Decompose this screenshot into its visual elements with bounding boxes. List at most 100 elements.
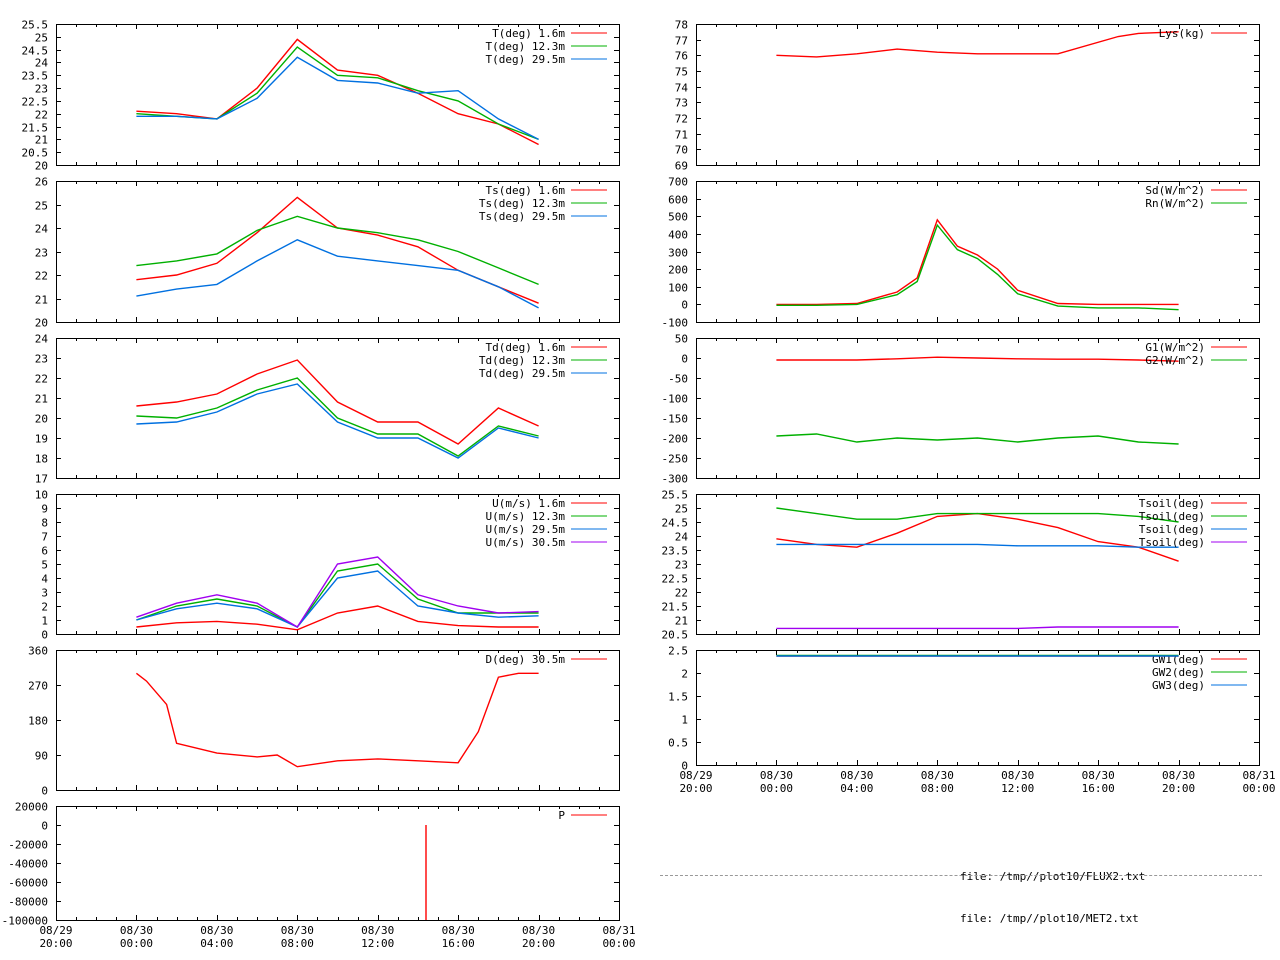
x-tick-label-time: 20:00 (679, 782, 712, 795)
y-tick-label: 22 (35, 270, 48, 283)
y-tick-label: 1 (681, 714, 688, 727)
y-tick-label: -40000 (8, 858, 48, 871)
legend-label: Td(deg) 12.3m (479, 354, 565, 367)
y-tick-label: 0 (681, 760, 688, 773)
y-tick-label: 700 (668, 176, 688, 189)
legend-label: Ts(deg) 12.3m (479, 197, 565, 210)
y-tick-label: 21.5 (662, 601, 689, 614)
legend-label: U(m/s) 12.3m (486, 510, 566, 523)
legend-label: P (558, 809, 565, 822)
y-tick-label: 21 (675, 615, 688, 628)
series-line-u-0 (136, 605, 539, 631)
legend-label: Tsoil(deg) (1139, 536, 1205, 549)
legend-label: T(deg) 12.3m (486, 40, 566, 53)
y-tick-label: 23 (35, 247, 48, 260)
y-tick-label: -20000 (8, 839, 48, 852)
series-line-t-2 (136, 56, 539, 141)
y-tick-label: 2 (681, 668, 688, 681)
file-line-flux: file: /tmp//plot10/FLUX2.txt (960, 870, 1146, 883)
panel-p: -100000 -80000 -60000 -40000 -20000 0 20000 P 08… (2, 801, 636, 951)
series-line-g-0 (776, 356, 1179, 362)
legend-label: G2(W/m^2) (1145, 354, 1205, 367)
x-tick-label-date: 08/30 (281, 924, 314, 937)
y-tick-label: 25.5 (662, 489, 689, 502)
y-tick-label: 20.5 (662, 629, 689, 642)
y-tick-label: 20.5 (22, 147, 49, 160)
y-tick-label: 77 (675, 35, 688, 48)
series-line-tsoil-2 (776, 543, 1179, 548)
panel-frame (56, 650, 620, 791)
y-tick-label: -200 (662, 433, 689, 446)
legend-label: U(m/s) 29.5m (486, 523, 566, 536)
y-tick-label: 24.5 (22, 45, 49, 58)
x-tick-label-time: 00:00 (1242, 782, 1275, 795)
y-tick-label: 4 (41, 573, 48, 586)
series-line-u-1 (136, 563, 539, 628)
series-line-td-0 (136, 359, 539, 445)
y-tick-label: 0 (41, 785, 48, 798)
y-tick-label: 25 (35, 200, 48, 213)
legend-label: T(deg) 1.6m (492, 27, 565, 40)
x-tick-label-time: 20:00 (1162, 782, 1195, 795)
y-tick-label: 24 (675, 531, 689, 544)
y-tick-label: 5 (41, 559, 48, 572)
x-tick-label-date: 08/29 (39, 924, 72, 937)
series-line-rad-1 (776, 223, 1179, 311)
y-tick-label: 22 (675, 587, 688, 600)
y-tick-label: 8 (41, 517, 48, 530)
y-tick-label: 10 (35, 489, 48, 502)
y-tick-label: 7 (41, 531, 48, 544)
y-tick-label: 25 (675, 503, 688, 516)
y-tick-label: 90 (35, 750, 48, 763)
panel-d: 0 90 180 270 360 D(deg) 30.5m (28, 645, 620, 798)
y-tick-label: 70 (675, 144, 688, 157)
legend-label: Lys(kg) (1159, 27, 1205, 40)
x-tick-label-time: 08:00 (921, 782, 954, 795)
y-tick-label: 20000 (15, 801, 48, 814)
y-tick-label: 76 (675, 50, 688, 63)
y-tick-label: 500 (668, 211, 688, 224)
legend-label: Sd(W/m^2) (1145, 184, 1205, 197)
legend-label: U(m/s) 30.5m (486, 536, 566, 549)
y-tick-label: 20 (35, 317, 48, 330)
y-tick-label: -150 (662, 413, 689, 426)
y-tick-label: -100 (662, 317, 689, 330)
x-tick-label-date: 08/30 (120, 924, 153, 937)
series-line-rad-0 (776, 218, 1179, 306)
legend-label: GW2(deg) (1152, 666, 1205, 679)
y-tick-label: 270 (28, 680, 48, 693)
series-line-d-0 (135, 672, 539, 768)
x-tick-label-date: 08/30 (840, 769, 873, 782)
legend-label: Ts(deg) 1.6m (486, 184, 566, 197)
series-line-u-2 (136, 570, 539, 628)
separator-line (660, 875, 1262, 876)
y-tick-label: 21 (35, 294, 48, 307)
x-tick-label-time: 20:00 (39, 937, 72, 950)
x-tick-label-date: 08/29 (679, 769, 712, 782)
y-tick-label: 22 (35, 109, 48, 122)
x-tick-label-time: 12:00 (1001, 782, 1034, 795)
y-tick-label: 22.5 (22, 96, 49, 109)
y-tick-label: 74 (675, 82, 689, 95)
y-tick-label: 1 (41, 615, 48, 628)
x-tick-label-date: 08/30 (442, 924, 475, 937)
panel-g: -300 -250 -200 -150 -100 -50 0 50 G1(W/m^2)G2(W/… (662, 333, 1260, 486)
x-tick-label-date: 08/31 (602, 924, 635, 937)
y-tick-label: 3 (41, 587, 48, 600)
y-tick-label: 25.5 (22, 19, 49, 32)
y-tick-label: 24.5 (662, 517, 689, 530)
y-tick-label: 75 (675, 66, 688, 79)
y-tick-label: 24 (35, 333, 49, 346)
y-tick-label: -50 (668, 373, 688, 386)
y-tick-label: 180 (28, 715, 48, 728)
series-line-ts-1 (136, 215, 539, 286)
x-tick-label-time: 20:00 (522, 937, 555, 950)
series-line-g-1 (776, 433, 1179, 445)
y-tick-label: 9 (41, 503, 48, 516)
series-line-u-3 (136, 556, 539, 628)
y-tick-label: 25 (35, 32, 48, 45)
x-tick-label-date: 08/30 (921, 769, 954, 782)
